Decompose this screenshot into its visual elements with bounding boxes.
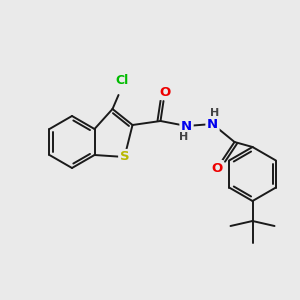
Text: H: H — [210, 108, 219, 118]
Text: O: O — [211, 161, 222, 175]
Text: O: O — [159, 85, 170, 98]
Text: S: S — [120, 151, 129, 164]
Text: H: H — [179, 132, 188, 142]
Text: N: N — [181, 119, 192, 133]
Text: Cl: Cl — [115, 74, 128, 88]
Text: N: N — [207, 118, 218, 130]
